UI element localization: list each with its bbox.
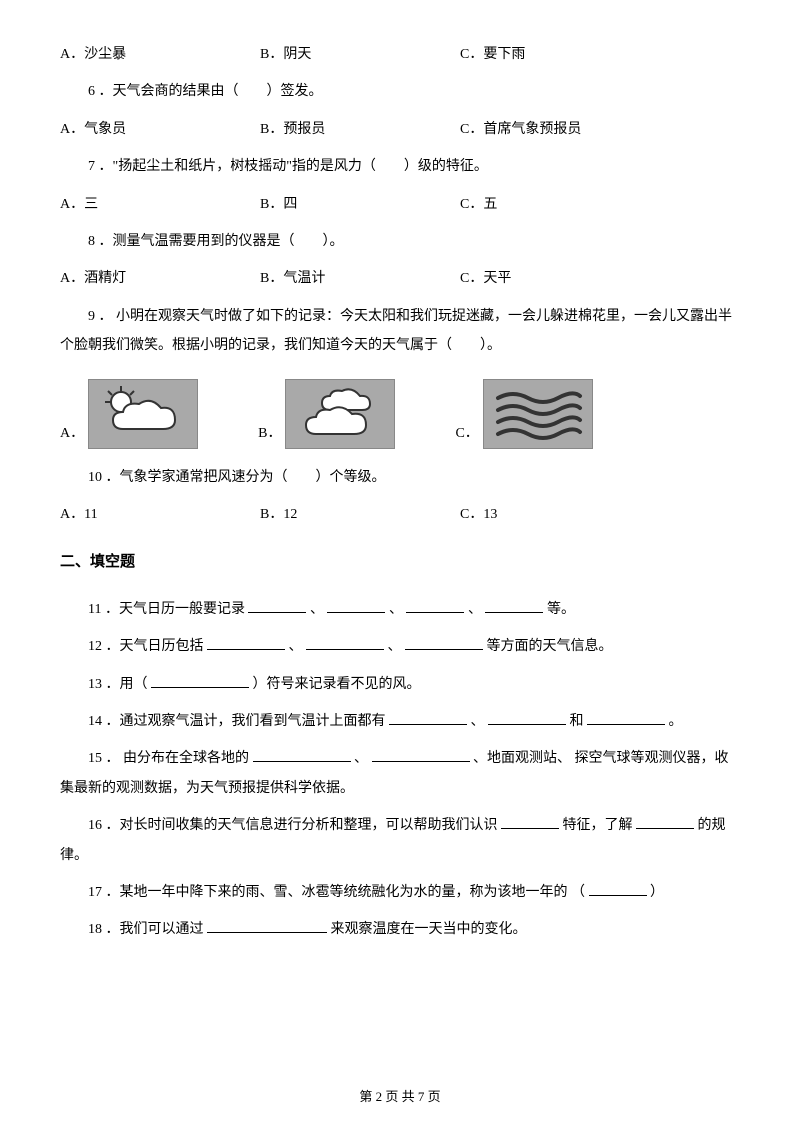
- q15-t2: 、: [354, 751, 368, 766]
- q7-opt-b: B．四: [260, 190, 460, 219]
- q8-options: A．酒精灯 B．气温计 C．天平: [60, 264, 740, 293]
- q11-t1: 11 ．天气日历一般要记录: [88, 602, 245, 617]
- q7-opt-c: C．五: [460, 190, 660, 219]
- fog-icon: [483, 379, 593, 449]
- q11-t3: 、: [389, 602, 403, 617]
- q17: 17 ．某地一年中降下来的雨、雪、冰雹等统统融化为水的量，称为该地一年的 （ ）: [60, 878, 740, 907]
- blank[interactable]: [207, 918, 327, 933]
- q17-t1: 17 ．某地一年中降下来的雨、雪、冰雹等统统融化为水的量，称为该地一年的 （: [88, 885, 585, 900]
- q6-opt-a: A．气象员: [60, 115, 260, 144]
- q18: 18 ．我们可以通过 来观察温度在一天当中的变化。: [60, 915, 740, 944]
- q6-text: 6 ．天气会商的结果由（ ）签发。: [60, 77, 740, 106]
- q11-t4: 、: [468, 602, 482, 617]
- q9-opt-c-cell: C．: [455, 379, 592, 449]
- q5-options: A．沙尘暴 B．阴天 C．要下雨: [60, 40, 740, 69]
- q9-text: 9 ． 小明在观察天气时做了如下的记录：今天太阳和我们玩捉迷藏，一会儿躲进棉花里…: [60, 302, 740, 361]
- blank[interactable]: [589, 881, 647, 896]
- q14-t2: 、: [471, 714, 485, 729]
- q5-opt-a: A．沙尘暴: [60, 40, 260, 69]
- q18-t1: 18 ．我们可以通过: [88, 922, 204, 937]
- q8-opt-a: A．酒精灯: [60, 264, 260, 293]
- q12-t4: 等方面的天气信息。: [487, 639, 613, 654]
- q10-opt-a: A．11: [60, 500, 260, 529]
- q8-opt-c: C．天平: [460, 264, 660, 293]
- blank[interactable]: [327, 597, 385, 612]
- q12-t1: 12 ．天气日历包括: [88, 639, 204, 654]
- q16-t2: 特征，了解: [563, 818, 633, 833]
- q8-text: 8 ．测量气温需要用到的仪器是（ ）。: [60, 227, 740, 256]
- blank[interactable]: [587, 710, 665, 725]
- q14-t1: 14 ．通过观察气温计，我们看到气温计上面都有: [88, 714, 386, 729]
- q14-t4: 。: [669, 714, 683, 729]
- q13-t1: 13 ．用（: [88, 677, 148, 692]
- q15: 15 ． 由分布在全球各地的 、 、地面观测站、 探空气球等观测仪器，收集最新的…: [60, 744, 740, 803]
- q8-opt-b: B．气温计: [260, 264, 460, 293]
- blank[interactable]: [488, 710, 566, 725]
- blank[interactable]: [207, 635, 285, 650]
- q10-opt-b: B．12: [260, 500, 460, 529]
- q7-opt-a: A．三: [60, 190, 260, 219]
- q16-t1: 16 ．对长时间收集的天气信息进行分析和整理，可以帮助我们认识: [88, 818, 498, 833]
- blank[interactable]: [253, 747, 351, 762]
- q11: 11 ．天气日历一般要记录 、 、 、 等。: [60, 595, 740, 624]
- cloudy-icon: [285, 379, 395, 449]
- blank[interactable]: [389, 710, 467, 725]
- q9-opt-a-label: A．: [60, 419, 84, 448]
- q6-opt-b: B．预报员: [260, 115, 460, 144]
- q14-t3: 和: [570, 714, 584, 729]
- q9-opt-b-cell: B．: [258, 379, 395, 449]
- q14: 14 ．通过观察气温计，我们看到气温计上面都有 、 和 。: [60, 707, 740, 736]
- q5-opt-b: B．阴天: [260, 40, 460, 69]
- page-footer: 第 2 页 共 7 页: [0, 1083, 800, 1110]
- q10-options: A．11 B．12 C．13: [60, 500, 740, 529]
- blank[interactable]: [636, 814, 694, 829]
- q13-t2: ）符号来记录看不见的风。: [253, 677, 421, 692]
- q9-options: A． B． C．: [60, 379, 740, 449]
- blank[interactable]: [372, 747, 470, 762]
- q6-options: A．气象员 B．预报员 C．首席气象预报员: [60, 115, 740, 144]
- q9-opt-c-label: C．: [455, 419, 478, 448]
- blank[interactable]: [485, 597, 543, 612]
- q7-options: A．三 B．四 C．五: [60, 190, 740, 219]
- q9-opt-b-label: B．: [258, 419, 281, 448]
- sun-cloud-icon: [88, 379, 198, 449]
- blank[interactable]: [306, 635, 384, 650]
- q10-opt-c: C．13: [460, 500, 660, 529]
- q18-t2: 来观察温度在一天当中的变化。: [331, 922, 527, 937]
- blank[interactable]: [501, 814, 559, 829]
- q16: 16 ．对长时间收集的天气信息进行分析和整理，可以帮助我们认识 特征，了解 的规…: [60, 811, 740, 870]
- q13: 13 ．用（ ）符号来记录看不见的风。: [60, 670, 740, 699]
- blank[interactable]: [406, 597, 464, 612]
- blank[interactable]: [405, 635, 483, 650]
- q10-text: 10 ．气象学家通常把风速分为（ ）个等级。: [60, 463, 740, 492]
- q9-opt-a-cell: A．: [60, 379, 198, 449]
- q15-t1: 15 ． 由分布在全球各地的: [88, 751, 249, 766]
- q7-text: 7 ．"扬起尘土和纸片，树枝摇动"指的是风力（ ）级的特征。: [60, 152, 740, 181]
- blank[interactable]: [151, 672, 249, 687]
- q5-opt-c: C．要下雨: [460, 40, 660, 69]
- q17-t2: ）: [650, 885, 664, 900]
- q12-t3: 、: [388, 639, 402, 654]
- q11-t2: 、: [310, 602, 324, 617]
- blank[interactable]: [248, 597, 306, 612]
- q6-opt-c: C．首席气象预报员: [460, 115, 660, 144]
- section-2-title: 二、填空题: [60, 547, 740, 579]
- q11-t5: 等。: [547, 602, 575, 617]
- q12-t2: 、: [289, 639, 303, 654]
- q12: 12 ．天气日历包括 、 、 等方面的天气信息。: [60, 632, 740, 661]
